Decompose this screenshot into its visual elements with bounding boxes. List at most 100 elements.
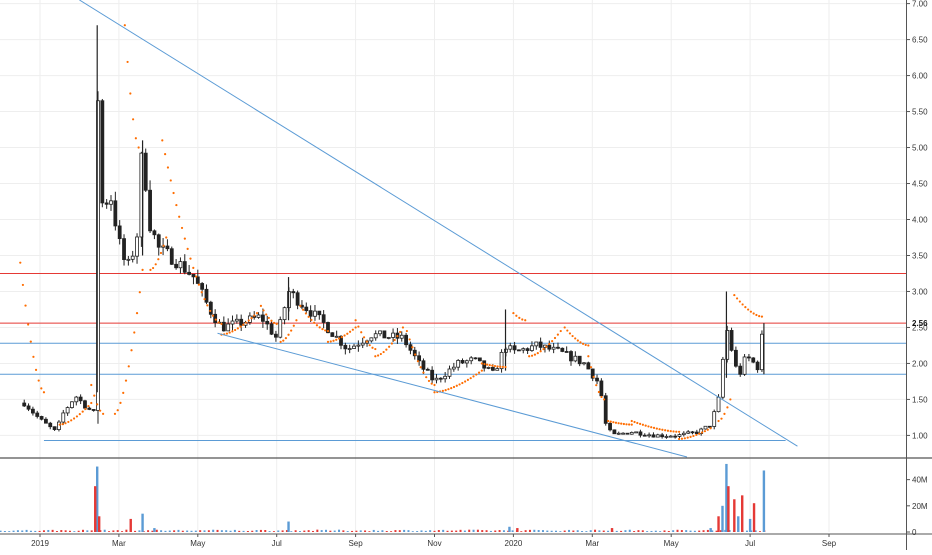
volume-bar bbox=[598, 530, 601, 532]
sar-dot bbox=[469, 377, 472, 380]
volume-bar bbox=[411, 531, 414, 532]
sar-dot bbox=[636, 421, 639, 425]
volume-bar bbox=[207, 530, 210, 532]
sar-dot bbox=[584, 343, 587, 347]
sar-dot bbox=[390, 342, 393, 345]
volume-bar bbox=[698, 530, 701, 532]
volume-bar bbox=[233, 529, 236, 532]
candle-body bbox=[195, 276, 200, 284]
volume-bar bbox=[615, 530, 618, 532]
sar-dot bbox=[161, 139, 164, 142]
volume-bar bbox=[90, 530, 93, 532]
sar-dot bbox=[477, 371, 481, 374]
candle-body bbox=[725, 330, 730, 360]
sar-dot bbox=[275, 322, 278, 325]
candle-body bbox=[169, 248, 174, 265]
sar-dot bbox=[581, 342, 585, 345]
candle-body bbox=[308, 310, 313, 317]
volume-bar bbox=[424, 530, 427, 532]
candle-body bbox=[664, 436, 669, 438]
sar-dot bbox=[225, 332, 229, 335]
candle-body bbox=[760, 333, 764, 371]
volume-bar bbox=[155, 529, 158, 532]
sar-dot bbox=[127, 365, 130, 368]
volume-bar bbox=[520, 531, 523, 532]
volume-bar bbox=[77, 530, 80, 532]
volume-bar bbox=[364, 530, 367, 532]
sar-dot bbox=[24, 304, 27, 307]
candle-body bbox=[339, 335, 343, 346]
volume-bar bbox=[68, 530, 71, 532]
sar-dot bbox=[606, 419, 610, 423]
sar-dot bbox=[452, 385, 456, 389]
volume-bar bbox=[589, 530, 592, 532]
sar-dot bbox=[744, 306, 747, 309]
volume-bar bbox=[307, 530, 310, 532]
time-tick-label: Jul bbox=[272, 539, 282, 548]
sar-dot bbox=[287, 333, 290, 336]
candle-body bbox=[747, 356, 751, 359]
candle-body bbox=[625, 432, 630, 435]
sar-dot bbox=[67, 420, 70, 424]
volume-bar bbox=[607, 530, 610, 532]
candle-body bbox=[477, 357, 482, 362]
volume-bar bbox=[476, 529, 479, 532]
sar-dot bbox=[625, 423, 628, 426]
candle-body bbox=[70, 401, 74, 408]
sar-dot bbox=[365, 340, 368, 343]
sar-dot bbox=[689, 435, 692, 438]
sar-dot bbox=[211, 314, 215, 317]
candle-body bbox=[720, 358, 725, 398]
volume-bar bbox=[8, 531, 11, 532]
sar-dot bbox=[348, 330, 352, 333]
volume-bar bbox=[398, 530, 401, 532]
candle-body bbox=[334, 335, 339, 338]
volume-bar bbox=[3, 531, 6, 532]
volume-bar bbox=[576, 530, 579, 532]
volume-bar bbox=[581, 531, 584, 532]
volume-bar bbox=[38, 530, 41, 532]
volume-bar bbox=[203, 530, 206, 532]
volume-bar bbox=[572, 530, 575, 532]
sar-dot bbox=[504, 365, 507, 369]
sar-dot bbox=[239, 325, 242, 328]
candle-body bbox=[694, 431, 699, 434]
sar-dot bbox=[396, 335, 399, 338]
sar-dot bbox=[242, 323, 245, 326]
volume-bar bbox=[628, 529, 631, 532]
sar-dot bbox=[129, 92, 132, 95]
volume-bar bbox=[21, 530, 24, 532]
sar-dot bbox=[496, 365, 499, 368]
sar-dot bbox=[652, 426, 656, 430]
sar-dot bbox=[335, 338, 338, 341]
sar-dot bbox=[304, 312, 307, 315]
sar-dot bbox=[203, 298, 206, 301]
volume-bar bbox=[255, 530, 258, 532]
volume-bar bbox=[351, 530, 354, 532]
candle-body bbox=[122, 238, 126, 260]
sar-dot bbox=[209, 309, 212, 313]
candles bbox=[22, 25, 765, 439]
candle-body bbox=[677, 434, 682, 437]
volume-bar bbox=[745, 530, 748, 532]
sar-dot bbox=[72, 417, 76, 420]
candle-body bbox=[577, 355, 582, 365]
volume-bar bbox=[251, 530, 254, 532]
time-tick-label: 2019 bbox=[31, 539, 49, 548]
volume-bar bbox=[646, 531, 649, 532]
volume-bar bbox=[138, 530, 141, 532]
price-tick-label: 3.00 bbox=[912, 287, 928, 296]
sar-dot bbox=[214, 318, 217, 321]
sar-dot bbox=[164, 153, 167, 156]
candle-body bbox=[326, 322, 330, 334]
volume-bar bbox=[173, 530, 176, 532]
sar-dot bbox=[393, 338, 396, 342]
candle-body bbox=[417, 355, 422, 362]
volume-bar bbox=[693, 530, 696, 532]
sar-dot bbox=[493, 364, 497, 368]
sar-dot bbox=[717, 419, 720, 423]
sar-dot bbox=[419, 366, 422, 369]
sar-dot bbox=[265, 313, 268, 316]
